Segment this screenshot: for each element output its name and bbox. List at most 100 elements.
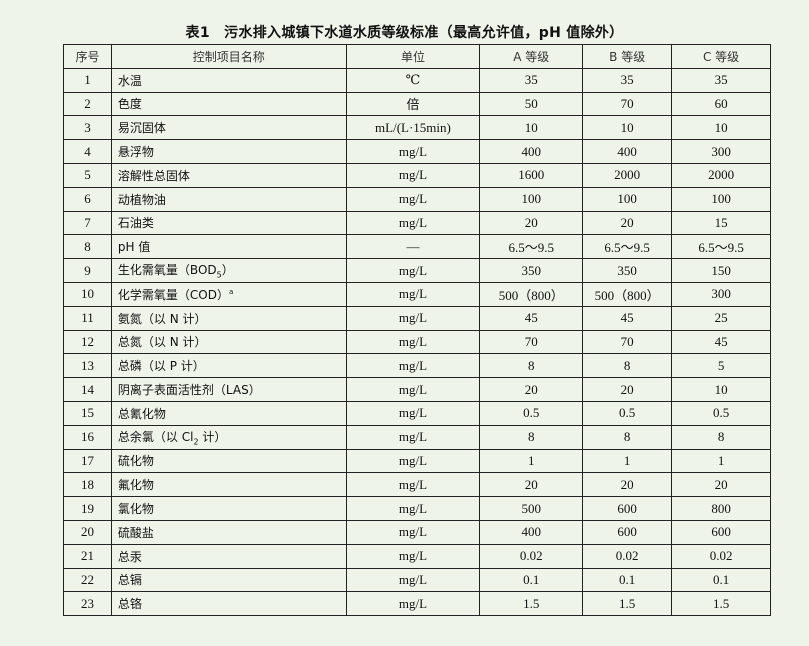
row-number: 1: [63, 67, 112, 93]
row-number: 17: [63, 448, 112, 474]
table-row: 8 pH 值 —6.5～9.5 6.5～9.5 6.5～9.5: [63, 234, 771, 260]
item-name-text: 色度: [117, 97, 142, 112]
grade-c-value: 100: [671, 186, 771, 212]
grade-c-value: 1: [671, 448, 771, 474]
item-name-text: 阴离子表面活性剂（LAS）: [117, 383, 261, 398]
grade-b-value: 10: [582, 115, 673, 141]
unit: mg/L: [345, 305, 481, 331]
row-number: 8: [63, 234, 112, 260]
grade-a-value: 100: [479, 186, 584, 212]
item-name: pH 值: [110, 234, 347, 260]
item-name: 石油类: [110, 210, 347, 236]
grade-b-value: 1.5: [582, 591, 673, 617]
grade-b-value: 20: [582, 472, 673, 498]
grade-b-value: 500（800）: [582, 281, 673, 307]
item-name-text: 总镉: [117, 573, 142, 588]
item-name-suffix: ）: [221, 263, 234, 278]
grade-a-value: 35: [479, 67, 584, 93]
grade-b-value: 20: [582, 377, 673, 402]
row-number: 5: [63, 162, 112, 188]
grade-a-value: 70: [479, 329, 584, 355]
unit: mg/L: [345, 424, 481, 450]
unit: —: [345, 234, 481, 260]
grade-a-value: 20: [479, 472, 584, 498]
unit: mL/(L·15min): [345, 115, 481, 141]
grade-a-value: 400: [479, 519, 584, 545]
grade-a-value: 500: [479, 496, 584, 521]
grade-b-value: 350: [582, 258, 673, 283]
row-number: 11: [63, 305, 112, 331]
item-name: 总余氯（以 Cl2 计）: [110, 424, 347, 450]
item-name-text: 溶解性总固体: [117, 168, 190, 183]
grade-c-value: 800: [671, 496, 771, 521]
grade-a-value: 0.02: [479, 543, 584, 569]
grade-b-value: 0.5: [582, 400, 673, 426]
item-name-suffix: 计）: [198, 429, 227, 444]
table-row: 12 总氮（以 N 计） mg/L 70 70 45: [63, 329, 771, 355]
item-name: 动植物油: [110, 186, 347, 212]
unit: mg/L: [345, 591, 481, 617]
header-unit: 单位: [345, 44, 481, 69]
grade-b-value: 20: [582, 210, 673, 236]
grade-a-value: 20: [479, 210, 584, 236]
unit: mg/L: [345, 210, 481, 236]
unit: mg/L: [345, 281, 481, 307]
item-name-text: 总余氯（以 Cl: [117, 429, 194, 444]
table-row: 18 氟化物 mg/L 20 20 20: [63, 472, 771, 498]
item-name-text: 总铬: [117, 597, 142, 612]
grade-a-value: 45: [479, 305, 584, 331]
row-number: 9: [63, 258, 112, 283]
grade-a-value: 1600: [479, 162, 584, 188]
grade-b-value: 0.02: [582, 543, 673, 569]
grade-c-value: 60: [671, 91, 771, 117]
table-row: 19 氯化物 mg/L 500 600 800: [63, 496, 771, 521]
table-row: 11 氨氮（以 N 计） mg/L 45 45 25: [63, 305, 771, 331]
item-name: 生化需氧量（BOD5）: [110, 258, 347, 283]
grade-b-value: 600: [582, 496, 673, 521]
grade-c-value: 5: [671, 353, 771, 379]
row-number: 20: [63, 519, 112, 545]
table-title: 表1 污水排入城镇下水道水质等级标准（最高允许值，pH 值除外）: [185, 25, 624, 41]
header-grade-c: C 等级: [671, 44, 771, 69]
header-no: 序号: [63, 44, 112, 69]
header-grade-a: A 等级: [479, 44, 584, 69]
item-name: 氯化物: [110, 496, 347, 521]
unit: mg/L: [345, 400, 481, 426]
grade-c-value: 300: [671, 281, 771, 307]
table-row: 14 阴离子表面活性剂（LAS） mg/L 20 20 10: [63, 377, 771, 402]
row-number: 23: [63, 591, 112, 617]
row-number: 14: [63, 377, 112, 402]
grade-a-value: 8: [479, 353, 584, 379]
item-name-text: 石油类: [117, 216, 154, 231]
item-name-text: 生化需氧量（BOD: [117, 263, 217, 278]
grade-c-value: 2000: [671, 162, 771, 188]
grade-b-value: 600: [582, 519, 673, 545]
table-row: 2 色度 倍 50 70 60: [63, 91, 771, 117]
row-number: 6: [63, 186, 112, 212]
unit: mg/L: [345, 353, 481, 379]
item-name-text: 氟化物: [117, 478, 154, 493]
item-name: 总汞: [110, 543, 347, 569]
subscript: 5: [216, 270, 222, 280]
unit: mg/L: [345, 472, 481, 498]
grade-b-value: 45: [582, 305, 673, 331]
table-row: 4 悬浮物 mg/L 400 400 300: [63, 139, 771, 164]
grade-c-value: 8: [671, 424, 771, 450]
item-name: 溶解性总固体: [110, 162, 347, 188]
unit: mg/L: [345, 329, 481, 355]
grade-b-value: 8: [582, 353, 673, 379]
item-name: 水温: [110, 67, 347, 93]
unit: mg/L: [345, 519, 481, 545]
unit: mg/L: [345, 162, 481, 188]
table-row: 20 硫酸盐 mg/L 400 600 600: [63, 519, 771, 545]
table-row: 5 溶解性总固体 mg/L 1600 2000 2000: [63, 162, 771, 188]
table-row: 22 总镉 mg/L 0.1 0.1 0.1: [63, 567, 771, 593]
unit: mg/L: [345, 258, 481, 283]
row-number: 15: [63, 400, 112, 426]
grade-c-value: 20: [671, 472, 771, 498]
row-number: 4: [63, 139, 112, 164]
table-row: 15 总氰化物 mg/L 0.5 0.5 0.5: [63, 400, 771, 426]
unit: mg/L: [345, 139, 481, 164]
grade-b-value: 2000: [582, 162, 673, 188]
grade-a-value: 1.5: [479, 591, 584, 617]
